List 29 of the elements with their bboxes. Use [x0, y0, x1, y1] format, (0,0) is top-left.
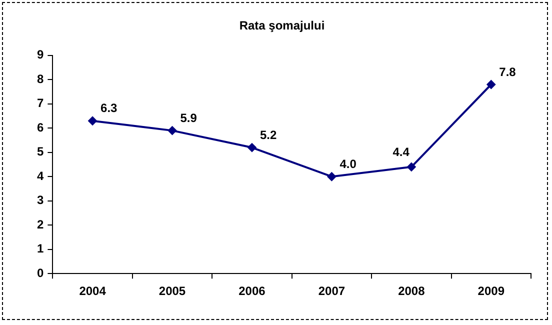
y-tick-label: 8: [36, 72, 44, 86]
point: [406, 162, 416, 172]
x-tick-label: 2004: [79, 284, 106, 298]
y-tick-label: 7: [36, 96, 44, 110]
data-label: 7.8: [499, 64, 516, 79]
x-tick-label: 2009: [478, 284, 505, 298]
y-tick-label: 5: [36, 144, 44, 159]
point: [168, 126, 177, 136]
y-tick-label: 2: [36, 217, 44, 232]
y-tick-label: 0: [36, 266, 44, 280]
point: [486, 80, 496, 89]
data-label: 4.4: [392, 145, 410, 160]
x-tick-label: 2007: [318, 284, 346, 298]
data-label: 4.0: [340, 156, 357, 171]
x-tick-label: 2008: [398, 284, 426, 298]
data-label: 6.3: [100, 101, 118, 116]
point: [88, 116, 98, 126]
data-label: 5.9: [180, 110, 198, 125]
y-tick-label: 4: [36, 168, 44, 183]
point: [327, 172, 336, 182]
y-tick-label: 9: [36, 48, 44, 62]
y-tick-label: 1: [36, 242, 44, 256]
x-tick-label: 2006: [238, 284, 266, 298]
chart-title: Rata şomajului: [239, 18, 325, 33]
y-tick-label: 6: [36, 120, 44, 134]
data-label: 5.2: [260, 128, 277, 142]
y-tick-label: 3: [36, 193, 44, 208]
point: [247, 143, 256, 152]
x-tick-label: 2005: [158, 284, 186, 298]
